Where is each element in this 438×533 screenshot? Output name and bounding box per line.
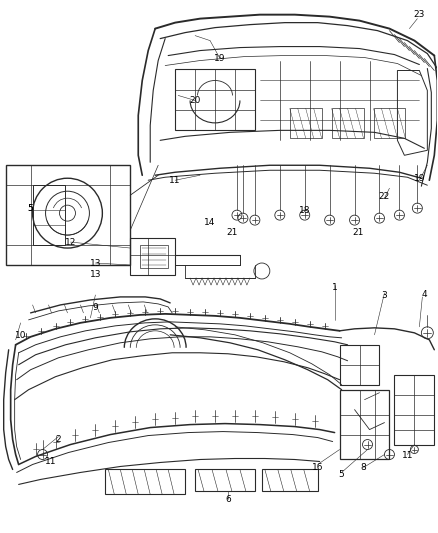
Text: 18: 18 — [299, 206, 311, 215]
Text: 6: 6 — [225, 495, 231, 504]
Text: 3: 3 — [381, 292, 387, 301]
Text: 19: 19 — [214, 54, 226, 63]
Text: 1: 1 — [332, 284, 338, 293]
Text: 11: 11 — [402, 451, 413, 460]
Text: 5: 5 — [339, 470, 344, 479]
Text: 5: 5 — [28, 204, 33, 213]
Text: 13: 13 — [90, 259, 101, 268]
Text: 8: 8 — [360, 463, 367, 472]
Text: 2: 2 — [56, 435, 61, 444]
Text: 22: 22 — [379, 192, 390, 201]
Text: 19: 19 — [413, 174, 425, 183]
Text: 14: 14 — [205, 217, 216, 227]
Text: 20: 20 — [189, 96, 201, 105]
Text: 10: 10 — [15, 332, 26, 340]
Text: 13: 13 — [90, 270, 101, 279]
Text: 11: 11 — [170, 176, 181, 185]
Text: 12: 12 — [65, 238, 76, 247]
Text: 21: 21 — [352, 228, 363, 237]
Text: 21: 21 — [226, 228, 238, 237]
Text: 9: 9 — [92, 303, 98, 312]
Text: 16: 16 — [312, 463, 323, 472]
Text: 5: 5 — [28, 204, 33, 213]
Text: 11: 11 — [45, 457, 57, 466]
Text: 23: 23 — [413, 10, 425, 19]
Text: 4: 4 — [421, 290, 427, 300]
